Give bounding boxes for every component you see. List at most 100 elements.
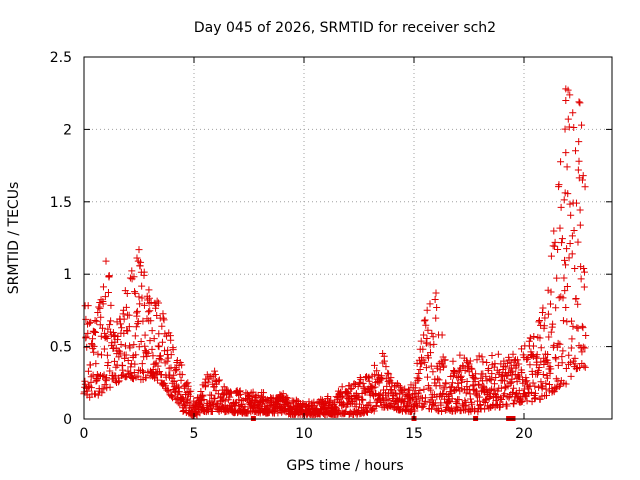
data-point: [530, 342, 538, 350]
data-point: [96, 321, 104, 329]
data-point: [544, 359, 552, 367]
data-point: [379, 349, 387, 357]
data-point: [575, 138, 583, 146]
data-point: [155, 343, 163, 351]
data-point: [236, 390, 244, 398]
data-point: [161, 347, 169, 355]
data-point: [547, 300, 555, 308]
data-point: [524, 353, 532, 361]
data-point: [427, 349, 435, 357]
data-point: [124, 356, 132, 364]
plot-frame: [83, 56, 613, 420]
data-point: [115, 353, 123, 361]
data-point: [95, 303, 103, 311]
data-point: [451, 367, 459, 375]
data-point: [491, 380, 499, 388]
data-point: [558, 359, 566, 367]
data-point: [132, 323, 140, 331]
data-point: [579, 324, 587, 332]
data-point: [506, 379, 514, 387]
data-point: [581, 183, 589, 191]
data-point: [131, 332, 139, 340]
data-point: [116, 349, 124, 357]
data-point: [109, 328, 117, 336]
data-point: [434, 375, 442, 383]
data-point: [390, 383, 398, 391]
data-point: [356, 400, 364, 408]
data-point: [171, 367, 179, 375]
data-point: [133, 307, 141, 315]
data-point: [430, 340, 438, 348]
data-point: [527, 334, 535, 342]
data-point: [131, 360, 139, 368]
data-point: [561, 125, 569, 133]
data-point: [124, 327, 132, 335]
data-point: [91, 390, 99, 398]
data-point: [579, 343, 587, 351]
data-point: [401, 385, 409, 393]
data-point: [418, 360, 426, 368]
data-point: [552, 355, 560, 363]
data-point: [501, 377, 509, 385]
outlier-point: [562, 149, 570, 157]
data-point: [179, 408, 187, 416]
data-point: [581, 344, 589, 352]
data-point: [150, 335, 158, 343]
data-point: [164, 346, 172, 354]
data-point: [211, 394, 219, 402]
data-point: [513, 378, 521, 386]
data-point: [554, 339, 562, 347]
data-point: [523, 377, 531, 385]
x-tick-label: 20: [515, 426, 533, 442]
data-point: [500, 357, 508, 365]
data-point: [569, 109, 577, 117]
data-point: [107, 301, 115, 309]
data-point: [236, 387, 244, 395]
data-point: [139, 367, 147, 375]
data-point: [215, 376, 223, 384]
data-point: [446, 388, 454, 396]
data-point: [384, 369, 392, 377]
data-point: [509, 350, 517, 358]
data-point: [554, 361, 562, 369]
data-point: [510, 400, 518, 408]
data-point: [568, 317, 576, 325]
data-point: [482, 372, 490, 380]
data-point: [364, 374, 372, 382]
data-point: [87, 384, 95, 392]
data-point: [327, 396, 335, 404]
data-point: [465, 360, 473, 368]
data-point: [218, 396, 226, 404]
data-point: [463, 377, 471, 385]
data-point: [557, 158, 565, 166]
data-point: [106, 321, 114, 329]
data-point: [387, 374, 395, 382]
data-point: [433, 303, 441, 311]
data-point: [365, 377, 373, 385]
data-point: [545, 333, 553, 341]
data-point: [423, 334, 431, 342]
data-point: [571, 265, 579, 273]
data-point: [134, 318, 142, 326]
y-tick-label: 1.5: [50, 195, 72, 211]
data-point: [574, 166, 582, 174]
data-point: [103, 374, 111, 382]
data-point: [449, 379, 457, 387]
data-point: [101, 381, 109, 389]
data-point: [184, 382, 192, 390]
data-point: [481, 396, 489, 404]
data-point: [485, 364, 493, 372]
data-point: [567, 372, 575, 380]
data-point: [514, 356, 522, 364]
data-point: [568, 250, 576, 258]
data-point: [421, 394, 429, 402]
data-point: [103, 335, 111, 343]
data-point: [566, 91, 574, 99]
y-tick-label: 2: [63, 122, 72, 138]
data-point: [568, 335, 576, 343]
data-point: [380, 357, 388, 365]
data-point: [580, 283, 588, 291]
data-point: [84, 329, 92, 337]
data-point: [157, 356, 165, 364]
